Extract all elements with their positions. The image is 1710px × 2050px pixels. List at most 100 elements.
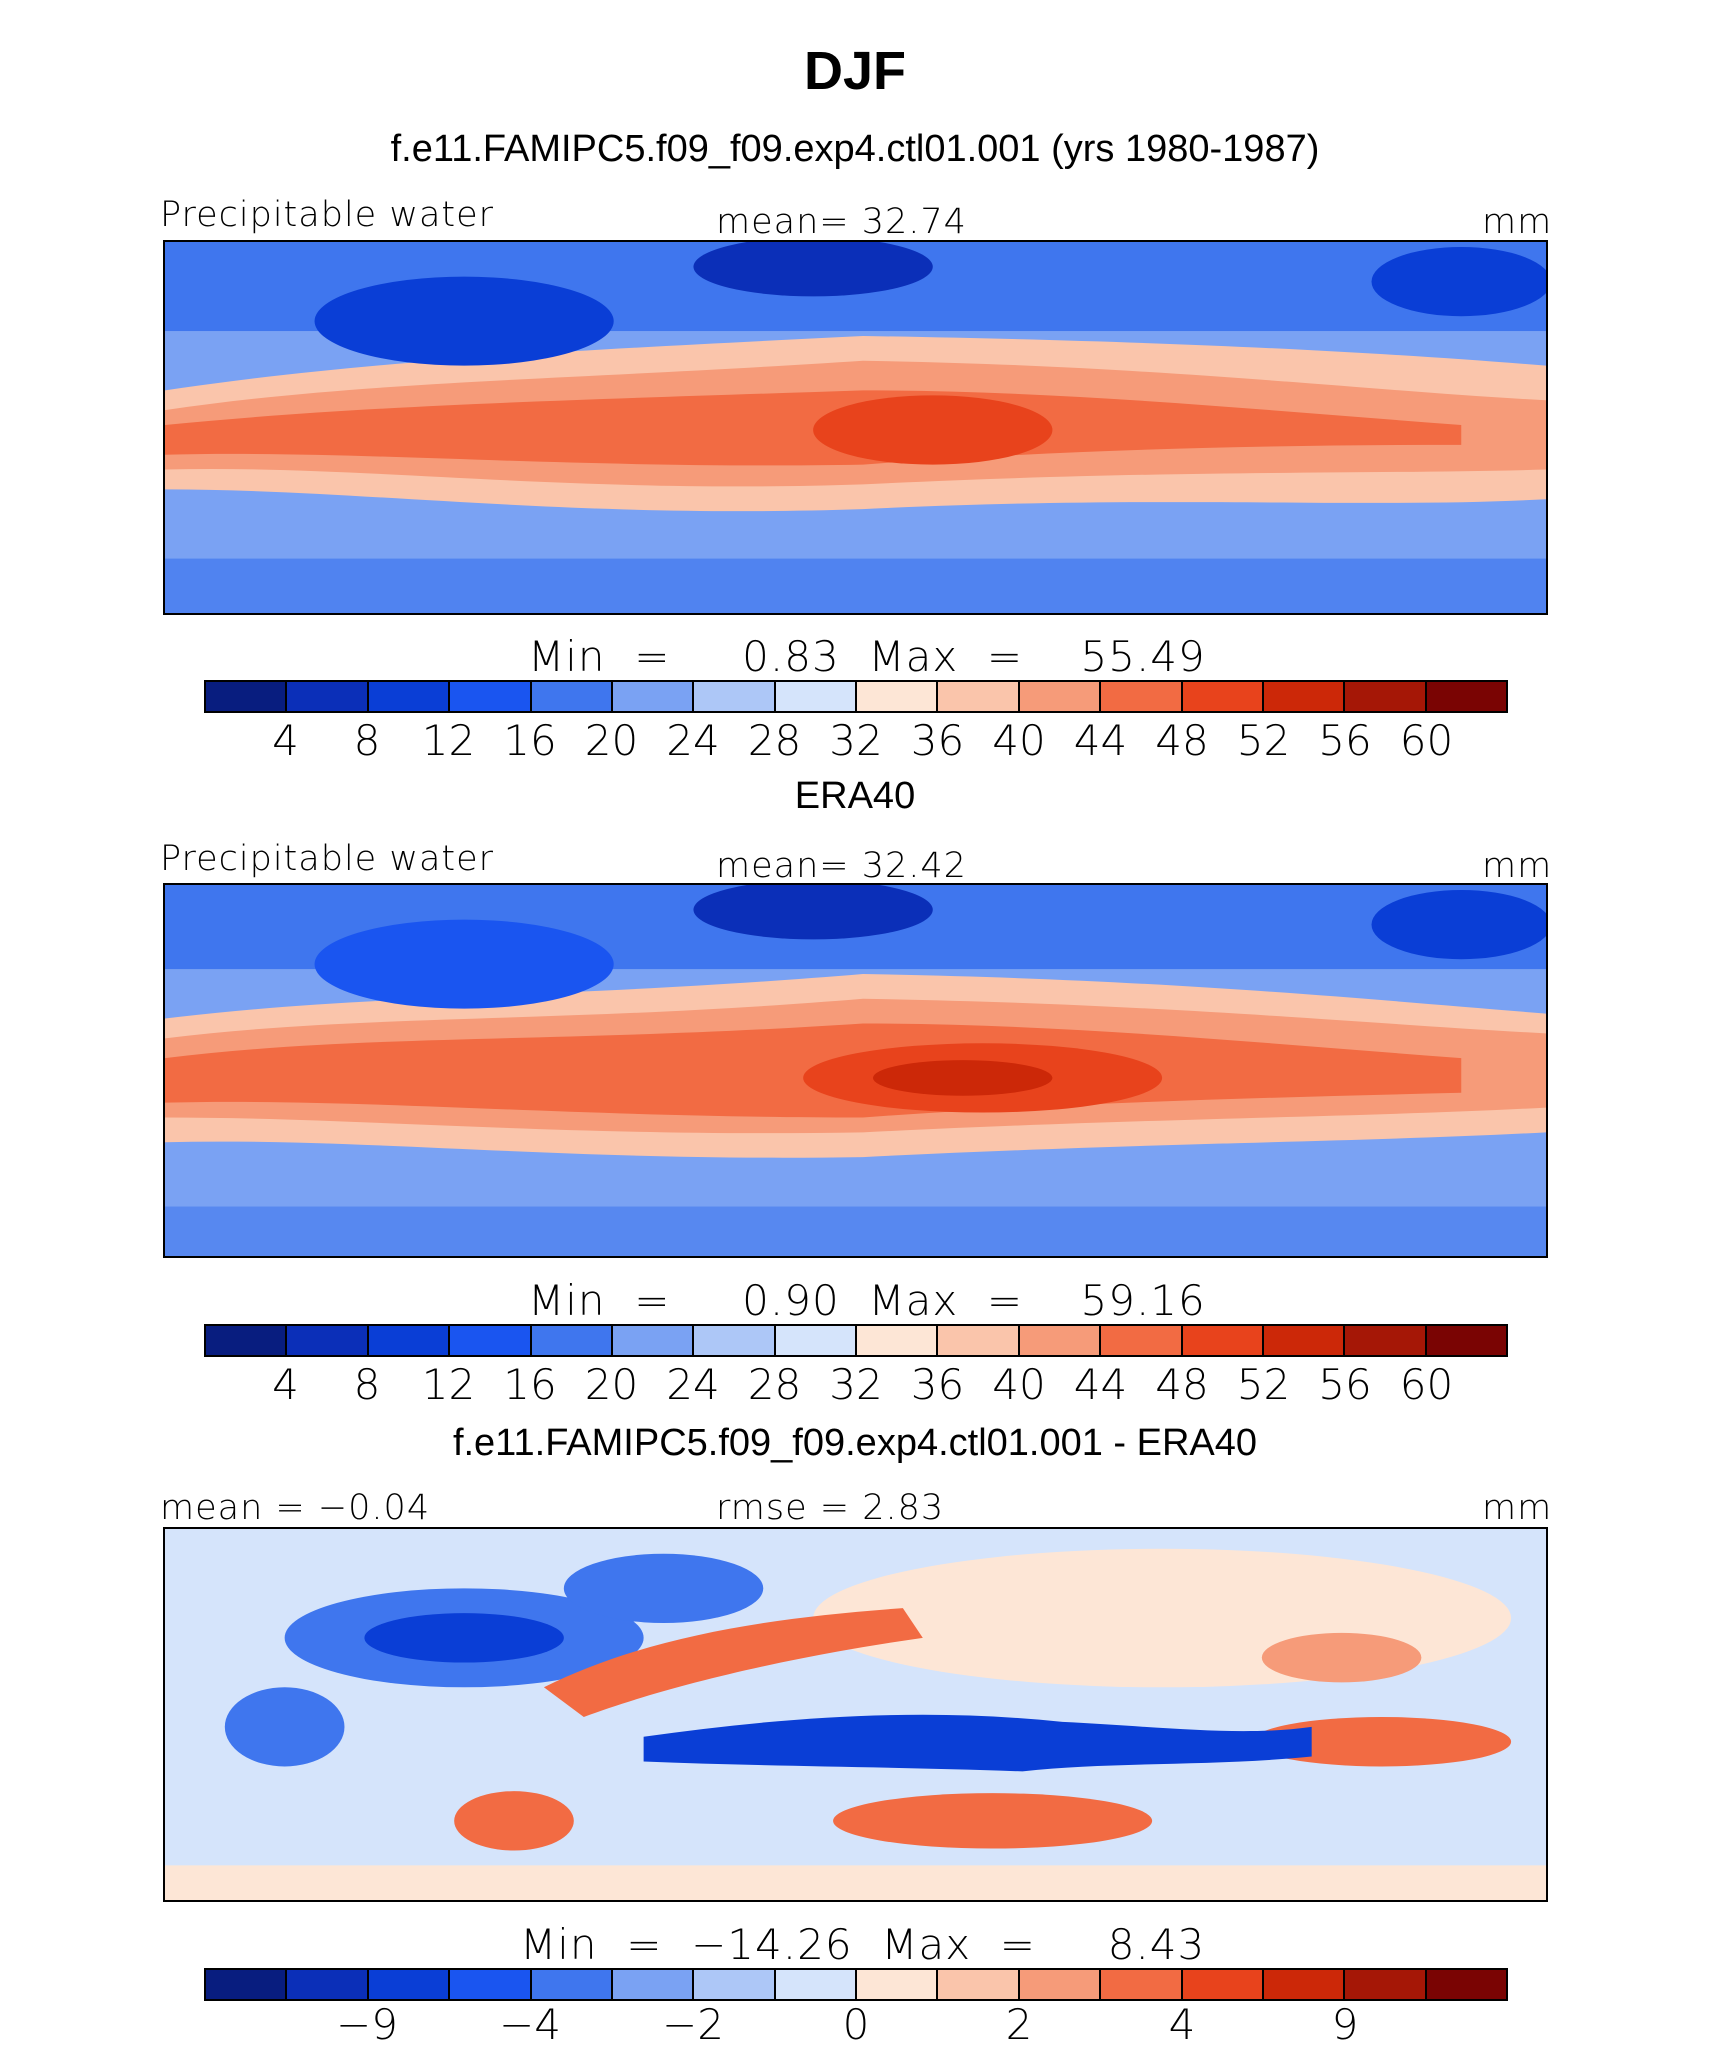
colorbar-swatch <box>612 1326 695 1355</box>
colorbar-swatch <box>1101 682 1183 711</box>
panel1-map <box>163 240 1548 615</box>
colorbar-swatch <box>1345 1326 1427 1355</box>
colorbar-tick-label: 52 <box>1236 1360 1291 1409</box>
panel3-colorbar <box>204 1968 1508 2001</box>
colorbar-tick-label: 60 <box>1399 1360 1454 1409</box>
colorbar-tick-label: 28 <box>747 716 802 765</box>
colorbar-swatch <box>1263 682 1346 711</box>
panel2-map <box>163 883 1548 1258</box>
colorbar-tick-label: −4 <box>499 2000 561 2049</box>
panel3-mean-label: mean = −0.04 <box>160 1488 431 1528</box>
panel2-map-field <box>165 885 1546 1256</box>
colorbar-swatch <box>1019 1326 1102 1355</box>
colorbar-swatch <box>1019 682 1102 711</box>
colorbar-swatch <box>368 682 451 711</box>
colorbar-tick-label: 8 <box>353 1360 381 1409</box>
colorbar-swatch <box>287 682 369 711</box>
panel1-map-field <box>165 242 1546 613</box>
colorbar-swatch <box>857 1970 939 1999</box>
panel1-mean-label: mean= 32.74 <box>716 202 967 242</box>
colorbar-swatch <box>938 1970 1020 1999</box>
panel3-units-label: mm <box>1482 1488 1553 1528</box>
panel3-title: f.e11.FAMIPC5.f09_f09.exp4.ctl01.001 - E… <box>452 1422 1258 1464</box>
colorbar-tick-label: 60 <box>1399 716 1454 765</box>
colorbar-swatch <box>368 1326 451 1355</box>
colorbar-tick-label: 48 <box>1155 716 1209 765</box>
colorbar-tick-label: 9 <box>1331 2000 1359 2049</box>
panel1-title: f.e11.FAMIPC5.f09_f09.exp4.ctl01.001 (yr… <box>390 128 1320 170</box>
colorbar-swatch <box>857 682 939 711</box>
colorbar-swatch <box>938 1326 1020 1355</box>
colorbar-tick-label: 4 <box>272 716 299 765</box>
colorbar-swatch <box>612 682 695 711</box>
colorbar-tick-label: 32 <box>829 1360 883 1409</box>
colorbar-swatch <box>450 1970 532 1999</box>
colorbar-swatch <box>694 1970 776 1999</box>
colorbar-swatch <box>1426 1326 1506 1355</box>
colorbar-tick-label: 36 <box>910 716 965 765</box>
colorbar-swatch <box>775 682 857 711</box>
panel2-title: ERA40 <box>794 775 916 817</box>
colorbar-swatch <box>1182 1970 1264 1999</box>
colorbar-tick-label: 4 <box>1168 2000 1196 2049</box>
colorbar-tick-label: −9 <box>336 2000 398 2049</box>
colorbar-swatch <box>206 1970 288 1999</box>
colorbar-tick-label: 36 <box>910 1360 965 1409</box>
colorbar-swatch <box>531 682 613 711</box>
panel2-minmax: Min = 0.90 Max = 59.16 <box>528 1276 1206 1325</box>
panel2-colorbar <box>204 1324 1508 1357</box>
colorbar-tick-label: 40 <box>992 1360 1046 1409</box>
colorbar-tick-label: 16 <box>503 716 557 765</box>
panel1-units-label: mm <box>1482 202 1553 242</box>
colorbar-tick-label: 4 <box>272 1360 299 1409</box>
colorbar-swatch <box>694 682 776 711</box>
colorbar-swatch <box>1182 1326 1264 1355</box>
colorbar-swatch <box>1345 1970 1427 1999</box>
colorbar-tick-label: 44 <box>1073 716 1128 765</box>
panel1-minmax: Min = 0.83 Max = 55.49 <box>528 632 1206 681</box>
panel3-map <box>163 1527 1548 1902</box>
colorbar-swatch <box>1263 1970 1346 1999</box>
colorbar-tick-label: −2 <box>662 2000 724 2049</box>
colorbar-swatch <box>938 682 1020 711</box>
colorbar-tick-label: 24 <box>666 1360 720 1409</box>
colorbar-tick-label: 48 <box>1155 1360 1209 1409</box>
figure-title: DJF <box>803 41 906 101</box>
panel2-colorbar-ticks: 4 8 12 16 20 24 28 32 36 40 44 48 52 56 … <box>0 1360 1710 1410</box>
colorbar-tick-label: 32 <box>829 716 883 765</box>
colorbar-swatch <box>531 1970 613 1999</box>
colorbar-tick-label: 12 <box>421 716 476 765</box>
colorbar-swatch <box>1426 682 1506 711</box>
colorbar-swatch <box>694 1326 776 1355</box>
colorbar-tick-label: 44 <box>1073 1360 1128 1409</box>
colorbar-swatch <box>287 1970 369 1999</box>
colorbar-swatch <box>1426 1970 1506 1999</box>
panel2-mean-label: mean= 32.42 <box>716 846 967 886</box>
colorbar-swatch <box>1101 1326 1183 1355</box>
colorbar-tick-label: 2 <box>1005 2000 1033 2049</box>
colorbar-swatch <box>1263 1326 1346 1355</box>
colorbar-tick-label: 52 <box>1236 716 1291 765</box>
colorbar-swatch <box>206 682 288 711</box>
colorbar-swatch <box>775 1326 857 1355</box>
panel2-left-label: Precipitable water <box>160 839 495 879</box>
colorbar-swatch <box>1101 1970 1183 1999</box>
colorbar-swatch <box>531 1326 613 1355</box>
colorbar-swatch <box>1182 682 1264 711</box>
panel1-colorbar-ticks: 4 8 12 16 20 24 28 32 36 40 44 48 52 56 … <box>0 716 1710 766</box>
colorbar-tick-label: 20 <box>584 1360 639 1409</box>
colorbar-swatch <box>368 1970 451 1999</box>
colorbar-tick-label: 40 <box>992 716 1046 765</box>
colorbar-tick-label: 20 <box>584 716 639 765</box>
colorbar-tick-label: 56 <box>1318 716 1372 765</box>
colorbar-swatch <box>206 1326 288 1355</box>
panel2-units-label: mm <box>1482 846 1553 886</box>
colorbar-swatch <box>450 682 532 711</box>
panel3-colorbar-ticks: −9 −4 −2 0 2 4 9 <box>0 2000 1710 2050</box>
colorbar-swatch <box>1345 682 1427 711</box>
colorbar-swatch <box>612 1970 695 1999</box>
colorbar-tick-label: 12 <box>421 1360 476 1409</box>
panel3-minmax: Min = −14.26 Max = 8.43 <box>520 1920 1206 1969</box>
colorbar-tick-label: 24 <box>666 716 720 765</box>
panel3-map-field <box>165 1529 1546 1900</box>
